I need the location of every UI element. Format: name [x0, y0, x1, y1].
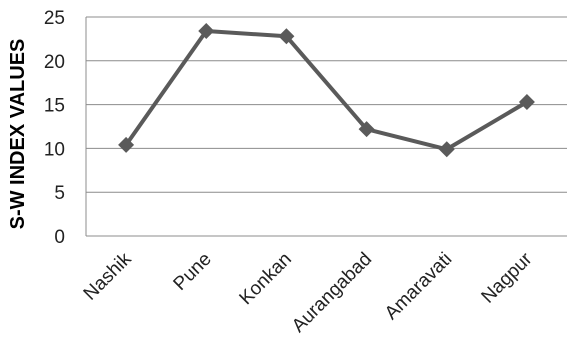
y-tick-labels: 0 5 10 15 20 25: [44, 8, 65, 248]
gridlines: [86, 16, 567, 193]
x-tick-label: Amaravati: [381, 249, 456, 324]
y-tick-label: 10: [44, 139, 65, 160]
axes: [85, 17, 567, 237]
x-tick-label: Pune: [170, 249, 216, 295]
data-point-marker: [518, 93, 535, 110]
y-tick-label: 20: [44, 52, 65, 73]
x-tick-label: Konkan: [236, 249, 296, 309]
y-tick-label: 0: [54, 227, 65, 248]
y-tick-label: 5: [54, 183, 65, 204]
y-tick-label: 25: [44, 8, 65, 29]
x-tick-label: Aurangabad: [288, 249, 376, 337]
y-tick-label: 15: [44, 96, 65, 117]
data-point-marker: [198, 23, 215, 40]
data-point-marker: [118, 136, 135, 153]
series-markers: [118, 23, 535, 158]
data-point-marker: [358, 121, 375, 138]
series-line-0: [124, 29, 528, 152]
y-axis-title: S-W INDEX VALUES: [7, 39, 29, 230]
data-point-marker: [278, 28, 295, 45]
data-point-marker: [438, 141, 455, 158]
series-lines: [124, 29, 528, 152]
x-tick-label: Nashik: [80, 248, 136, 304]
x-tick-label: Nagpur: [478, 248, 537, 307]
